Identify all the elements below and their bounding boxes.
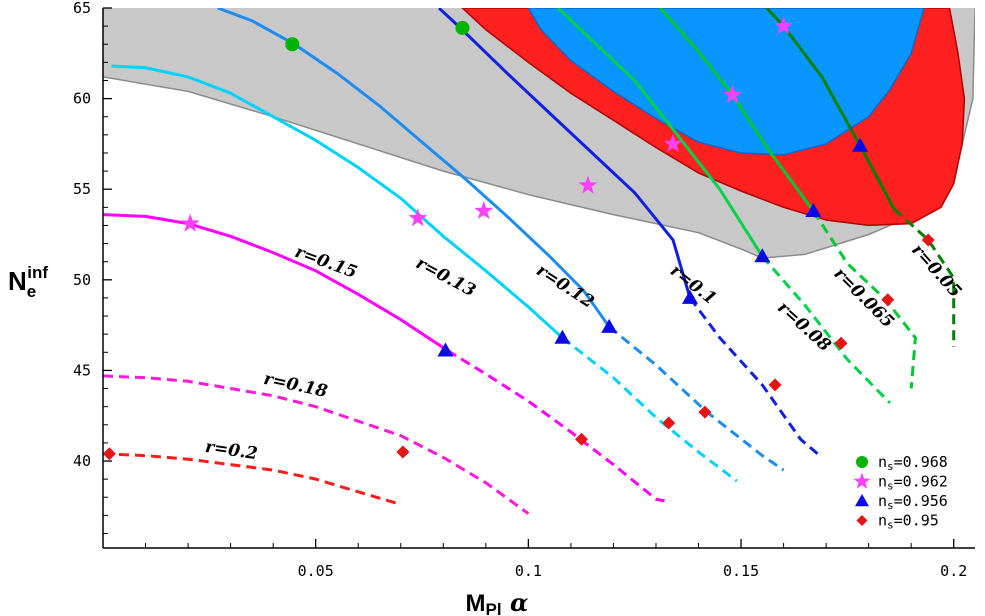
legend-label: ns=0.968	[878, 453, 948, 473]
star-marker	[181, 214, 200, 232]
curve-label: r=0.12	[533, 261, 598, 313]
diamond-marker	[662, 416, 675, 429]
legend-diamond-icon	[857, 515, 868, 526]
curve-label: r=0.05	[907, 240, 965, 301]
curve-label: r=0.08	[773, 298, 835, 356]
y-tick-label: 65	[73, 0, 91, 17]
curve-labels: r=0.2r=0.18r=0.15 r=0.13 r=0.12 r=0.1r=0.08…	[204, 240, 965, 464]
x-tick-label: 0.15	[723, 562, 759, 580]
curve-r-015-dashed	[448, 351, 665, 501]
x-tick-label: 0.1	[515, 562, 542, 580]
star-marker	[408, 208, 427, 226]
y-tick-label: 40	[73, 452, 91, 470]
diamond-marker	[396, 445, 409, 458]
curve-label: r=0.13	[412, 253, 479, 301]
legend-label: ns=0.956	[878, 492, 948, 512]
y-tick-label: 50	[73, 271, 91, 289]
legend-star-icon	[853, 473, 870, 489]
legend-circle-icon	[856, 456, 868, 468]
y-tick-label: 60	[73, 90, 91, 108]
diamond-marker	[103, 447, 116, 460]
x-tick-label: 0.05	[298, 562, 334, 580]
curve-r-015-solid	[103, 215, 448, 351]
curve-r-008-dashed	[762, 256, 890, 403]
curve-label: r=0.18	[262, 369, 330, 402]
legend-label: ns=0.95	[878, 512, 939, 532]
y-axis-title: Neinf	[8, 263, 48, 301]
regions	[101, 6, 975, 258]
star-marker	[474, 201, 493, 219]
legend-label: ns=0.962	[878, 473, 948, 493]
curve-r-012-dashed	[609, 327, 783, 470]
axis-titles: MPl α Neinf	[8, 263, 528, 616]
legend-triangle-icon	[855, 494, 869, 506]
diamond-marker	[769, 378, 782, 391]
x-tick-label: 0.2	[940, 562, 967, 580]
circle-marker	[455, 21, 469, 35]
circle-marker	[285, 37, 299, 51]
x-axis-title: MPl α	[466, 588, 529, 616]
y-tick-label: 45	[73, 361, 91, 379]
y-tick-label: 55	[73, 180, 91, 198]
curve-label: r=0.2	[204, 437, 259, 464]
